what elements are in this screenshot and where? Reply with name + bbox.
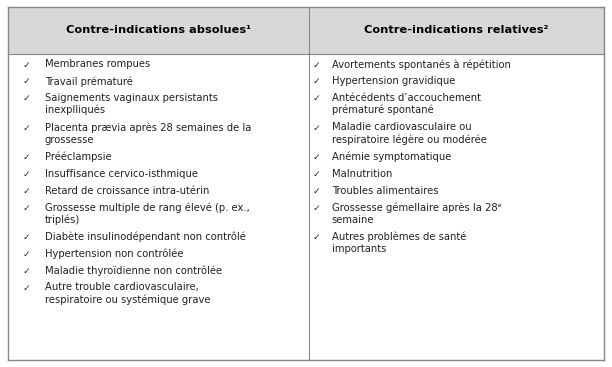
Text: ✓: ✓ [23,204,30,212]
Text: Saignements vaginaux persistants
inexplliqués: Saignements vaginaux persistants inexpll… [45,93,218,115]
Text: ✓: ✓ [313,61,320,69]
Text: Travail prématuré: Travail prématuré [45,76,133,87]
Text: Maladie thyroïdienne non contrôlée: Maladie thyroïdienne non contrôlée [45,266,222,276]
Text: Membranes rompues: Membranes rompues [45,59,150,69]
Text: Maladie cardiovasculaire ou
respiratoire légère ou modérée: Maladie cardiovasculaire ou respiratoire… [332,123,487,145]
Text: Diabète insulinodépendant non contrôlé: Diabète insulinodépendant non contrôlé [45,232,245,242]
Text: Grossesse gémellaire après la 28ᵉ
semaine: Grossesse gémellaire après la 28ᵉ semain… [332,203,502,225]
Text: ✓: ✓ [313,204,320,212]
Text: ✓: ✓ [313,233,320,242]
Text: ✓: ✓ [23,61,30,69]
Text: ✓: ✓ [23,233,30,242]
Bar [309,7,604,54]
Text: ✓: ✓ [313,94,320,103]
Text: ✓: ✓ [313,77,320,86]
Text: Autres problèmes de santé
importants: Autres problèmes de santé importants [332,232,466,254]
Text: Avortements spontanés à répétition: Avortements spontanés à répétition [332,59,510,70]
Text: ✓: ✓ [23,187,30,196]
Text: ✓: ✓ [23,124,30,132]
Text: Grossesse multiple de rang élevé (p. ex.,
triplés): Grossesse multiple de rang élevé (p. ex.… [45,203,250,225]
Text: Contre-indications absolues¹: Contre-indications absolues¹ [66,25,251,36]
Text: ✓: ✓ [23,94,30,103]
Text: Placenta prævia après 28 semaines de la
grossesse: Placenta prævia après 28 semaines de la … [45,123,251,145]
Text: ✓: ✓ [313,124,320,132]
Text: Malnutrition: Malnutrition [332,169,392,179]
Text: Anémie symptomatique: Anémie symptomatique [332,152,451,162]
Text: Contre-indications relatives²: Contre-indications relatives² [364,25,549,36]
Text: Retard de croissance intra-utérin: Retard de croissance intra-utérin [45,186,209,196]
Text: ✓: ✓ [23,267,30,276]
Text: ✓: ✓ [23,250,30,259]
Text: Antécédents d’accouchement
prématuré spontané: Antécédents d’accouchement prématuré spo… [332,93,481,115]
Text: Insuffisance cervico-isthmique: Insuffisance cervico-isthmique [45,169,198,179]
Text: Troubles alimentaires: Troubles alimentaires [332,186,438,196]
Text: Hypertension non contrôlée: Hypertension non contrôlée [45,249,183,259]
Text: ✓: ✓ [313,170,320,179]
Text: Autre trouble cardiovasculaire,
respiratoire ou systémique grave: Autre trouble cardiovasculaire, respirat… [45,283,210,305]
Text: ✓: ✓ [23,284,30,292]
Text: Prééclampsie: Prééclampsie [45,152,111,162]
Bar [8,7,309,54]
Text: ✓: ✓ [23,170,30,179]
Text: Hypertension gravidique: Hypertension gravidique [332,76,455,86]
Text: ✓: ✓ [313,187,320,196]
Text: ✓: ✓ [23,153,30,162]
Text: ✓: ✓ [23,77,30,86]
Text: ✓: ✓ [313,153,320,162]
